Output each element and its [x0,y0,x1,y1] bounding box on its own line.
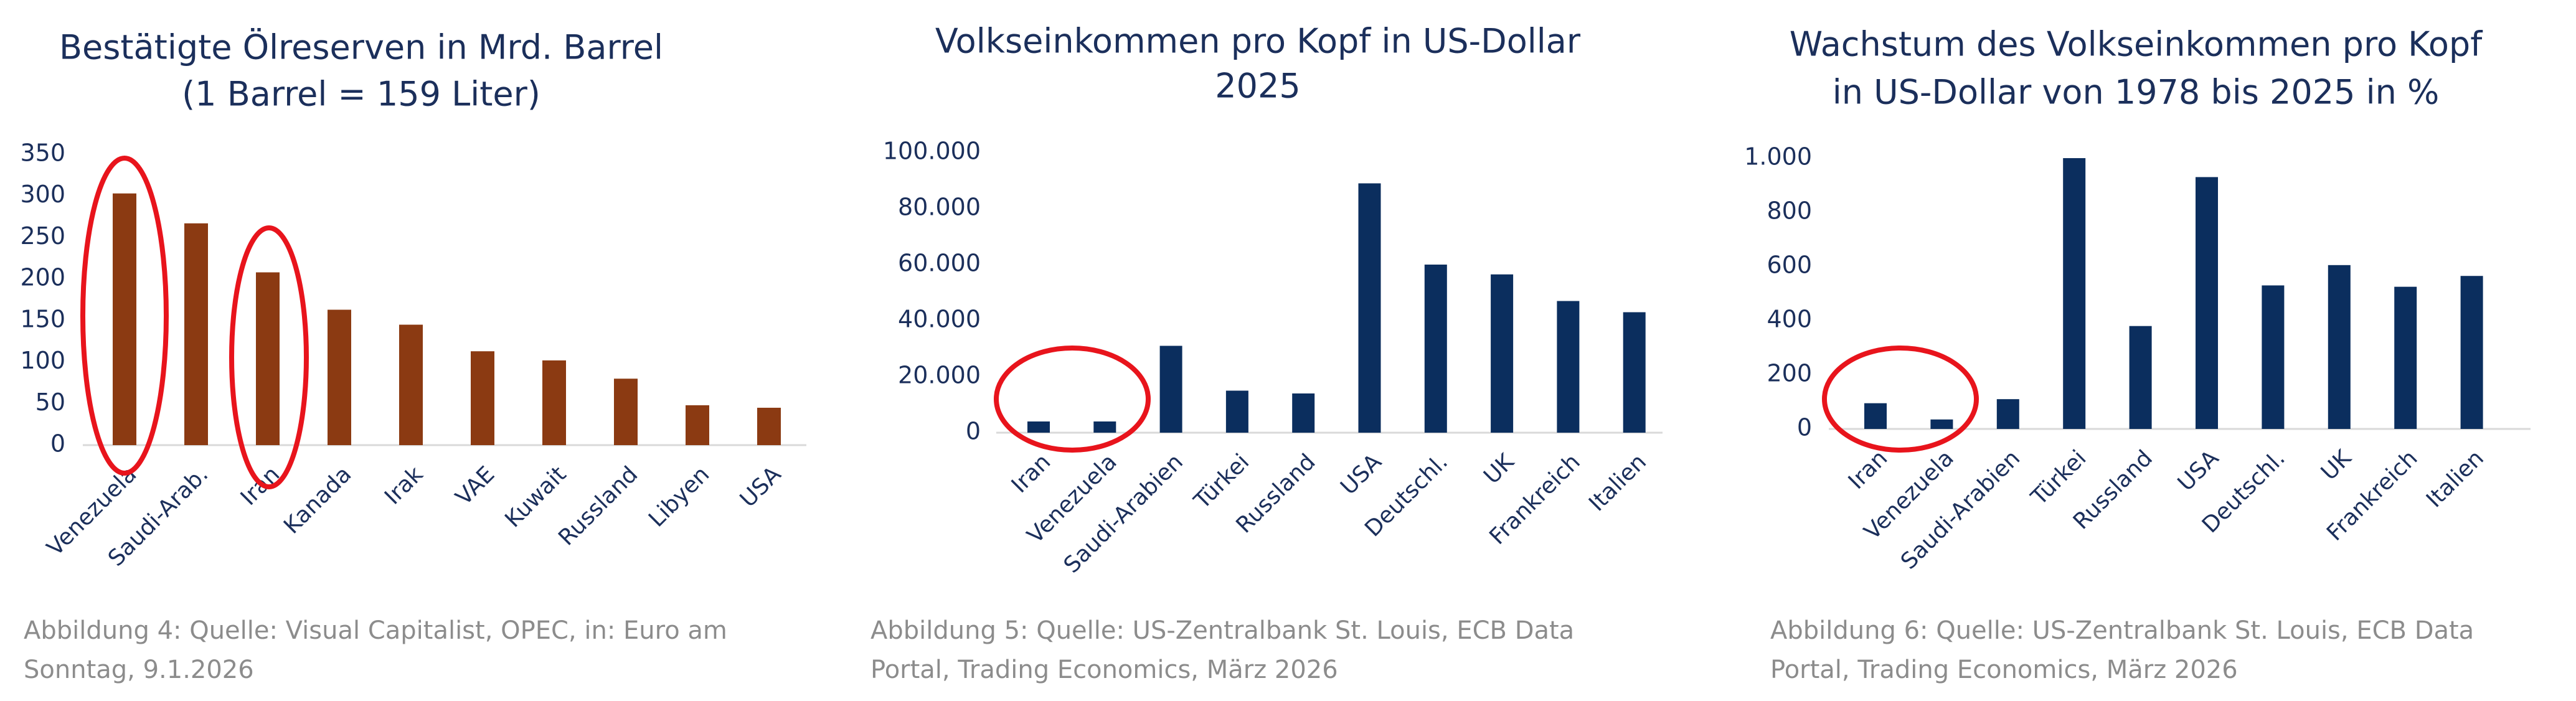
bar [1292,393,1315,433]
y-tick-label: 150 [20,305,65,332]
highlight-ring [80,156,169,476]
x-tick-label: USA [2173,445,2224,496]
y-tick-label: 20.000 [898,362,981,389]
x-tick-label: Kuwait [500,461,571,532]
bar [1159,346,1182,433]
y-tick-label: 400 [1767,306,1812,333]
bar [2196,177,2218,429]
highlight-ring [994,346,1151,453]
bar [686,405,709,445]
y-tick-label: 1.000 [1744,143,1812,171]
bar [614,379,638,445]
bar [184,223,208,445]
y-tick-label: 200 [20,264,65,291]
bar [2394,286,2417,429]
y-tick-label: 800 [1767,197,1812,225]
bar [1864,403,1887,429]
y-tick-label: 100.000 [883,138,981,165]
x-tick-label: UK [1479,448,1519,489]
x-tick-label: USA [1336,449,1387,500]
bar [1557,301,1580,433]
chart-title: Volkseinkommen pro Kopf in US-Dollar [935,22,1581,61]
x-tick-label: Saudi-Arabien [1896,445,2025,574]
x-tick-label: Iran [1007,449,1056,498]
bar [1358,183,1381,433]
x-tick-label: USA [735,461,786,512]
chart-title: Wachstum des Volkseinkommen pro Kopf [1790,25,2483,64]
caption: Portal, Trading Economics, März 2026 [1770,656,2238,684]
chart-title: in US-Dollar von 1978 bis 2025 in % [1833,73,2440,112]
y-tick-label: 60.000 [898,250,981,277]
bar [1930,419,1953,429]
y-tick-label: 300 [20,181,65,208]
bar [1225,390,1248,433]
caption: Portal, Trading Economics, März 2026 [870,656,1338,684]
x-tick-label: Saudi-Arabien [1059,449,1188,578]
bar [399,324,423,445]
y-tick-label: 80.000 [898,194,981,221]
bar [757,407,781,445]
y-tick-label: 200 [1767,360,1812,387]
x-tick-label: UK [2316,445,2357,485]
bar [2328,265,2351,429]
highlight-ring [229,225,309,489]
y-tick-label: 100 [20,347,65,374]
x-tick-label: Irak [380,461,428,509]
bar [2460,276,2483,429]
bar [1093,421,1116,433]
bar [1491,274,1514,433]
bar [1027,421,1050,433]
bar [2262,285,2285,429]
y-tick-label: 250 [20,222,65,250]
bar [256,272,280,445]
caption: Abbildung 5: Quelle: US-Zentralbank St. … [870,616,1574,645]
bar [328,309,351,445]
bar [2063,158,2086,429]
x-tick-label: Libyen [644,461,714,532]
chart-title: 2025 [1215,67,1300,106]
chart-title: Bestätigte Ölreserven in Mrd. Barrel [59,28,663,67]
y-tick-label: 600 [1767,252,1812,279]
x-tick-label: Italien [2422,445,2489,512]
bar [1996,399,2019,429]
x-tick-label: Türkei [2026,445,2092,510]
chart-title: (1 Barrel = 159 Liter) [182,75,540,114]
y-tick-label: 50 [35,388,65,416]
x-tick-label: Italien [1584,449,1651,516]
y-tick-label: 0 [966,418,981,445]
bar [1623,312,1646,433]
bar [2129,326,2152,429]
x-tick-label: Iran [1844,445,1893,494]
y-tick-label: 350 [20,139,65,167]
x-tick-label: Kanada [279,461,356,539]
highlight-ring [1822,346,1979,453]
x-tick-label: VAE [451,461,499,510]
x-tick-label: Russland [554,461,643,550]
caption: Sonntag, 9.1.2026 [24,656,254,684]
bar [113,193,136,445]
y-tick-label: 0 [50,430,65,458]
y-tick-label: 0 [1797,414,1812,441]
y-tick-label: 40.000 [898,306,981,333]
bar [542,360,566,445]
x-tick-label: Türkei [1189,449,1254,514]
caption: Abbildung 4: Quelle: Visual Capitalist, … [24,616,727,645]
caption: Abbildung 6: Quelle: US-Zentralbank St. … [1770,616,2474,645]
bar [471,351,494,445]
bar [1424,265,1447,433]
